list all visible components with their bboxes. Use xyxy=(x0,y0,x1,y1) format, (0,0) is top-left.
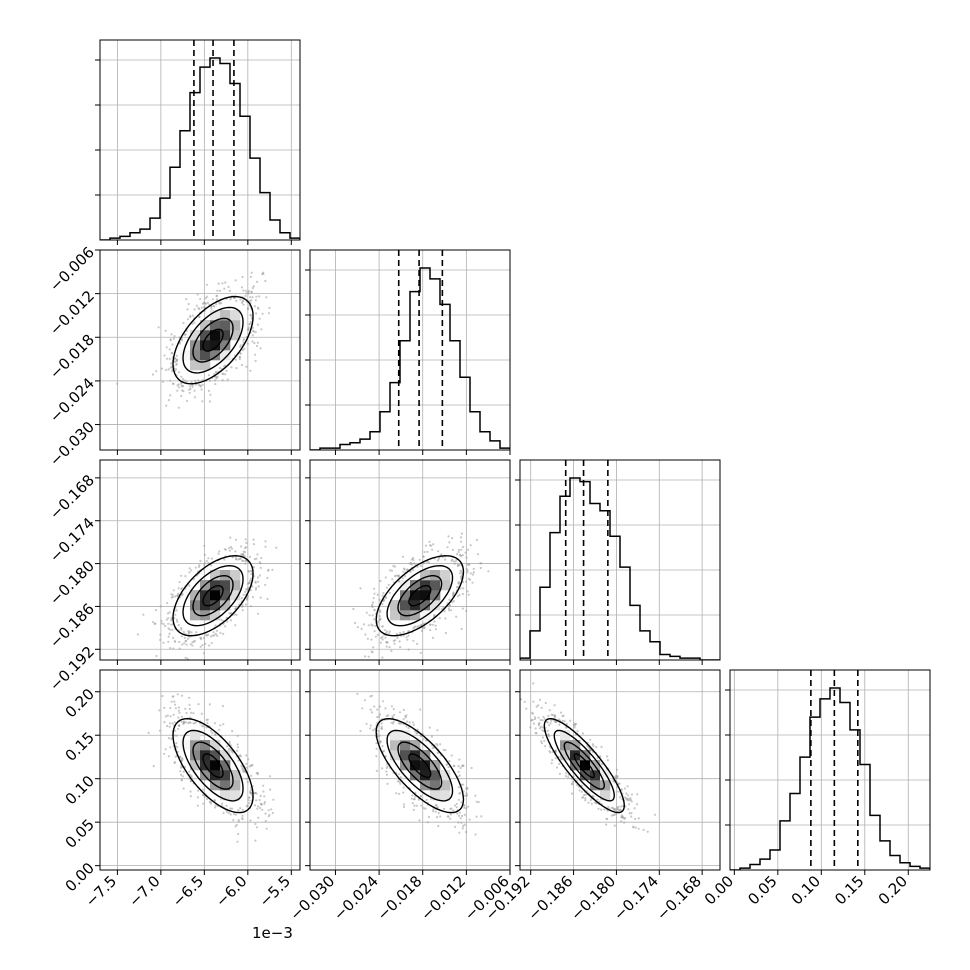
contour-2 xyxy=(182,564,244,627)
contour-1 xyxy=(397,741,443,790)
y-tick-label: −0.012 xyxy=(46,287,98,339)
sample-points xyxy=(116,271,271,409)
scatter-panel-3-2: −0.192−0.186−0.180−0.174−0.168 xyxy=(482,669,721,924)
x-tick-label: −0.168 xyxy=(653,872,705,924)
x-tick-label: −0.024 xyxy=(330,872,382,924)
panel-frame xyxy=(99,39,301,241)
panel-frame xyxy=(309,669,511,871)
hist-panel-1 xyxy=(305,249,511,455)
y-tick-label: −0.024 xyxy=(46,374,98,426)
histogram-curve xyxy=(520,477,720,660)
x-tick-label: −5.5 xyxy=(256,872,294,910)
density-shading xyxy=(180,310,241,371)
grid xyxy=(730,670,930,870)
scatter-panel-1-0: −0.030−0.024−0.018−0.012−0.006 xyxy=(46,243,301,470)
y-tick-label: −0.168 xyxy=(46,471,98,523)
panel-frame xyxy=(519,669,721,871)
hist-panel-2 xyxy=(515,459,721,665)
x-tick-label: −0.018 xyxy=(374,872,426,924)
x-tick-label: −0.180 xyxy=(567,872,619,924)
hist-panel-0 xyxy=(95,39,301,245)
hist-panel-3: 0.00 0.05 0.10 0.15 0.20 xyxy=(701,669,931,908)
x-offset-text: 1e−3 xyxy=(252,924,293,942)
panel-frame xyxy=(99,459,301,661)
contour-1 xyxy=(397,575,443,617)
y-tick-label: −0.006 xyxy=(46,243,98,295)
y-tick-label: −0.180 xyxy=(46,557,98,609)
scatter-panel-3-0: −7.5 −7.0 −6.5 −6.0 −5.50.000.050.100.150.20 xyxy=(62,669,301,911)
panel-frame xyxy=(99,669,301,871)
y-tick-label: −0.018 xyxy=(46,331,98,383)
panel-frame xyxy=(99,249,301,451)
grid xyxy=(100,40,300,240)
grid xyxy=(520,460,720,660)
y-tick-label: 0.05 xyxy=(62,815,98,851)
y-tick-label: −0.030 xyxy=(46,418,98,470)
histogram-curve xyxy=(310,267,510,450)
contour-1 xyxy=(192,317,234,363)
y-tick-label: 0.15 xyxy=(62,728,98,764)
contour-0 xyxy=(202,753,224,779)
contour-3 xyxy=(375,717,465,814)
grid xyxy=(520,670,720,870)
contour-0 xyxy=(202,328,224,352)
contour-2 xyxy=(386,729,454,802)
histogram-curve xyxy=(730,687,930,870)
grid xyxy=(310,460,511,660)
contour-0 xyxy=(573,753,596,779)
panel-frame xyxy=(729,669,931,871)
contour-0 xyxy=(408,585,432,607)
y-tick-label: −0.174 xyxy=(46,514,98,566)
contour-1 xyxy=(192,741,234,790)
y-tick-label: −0.186 xyxy=(46,600,98,652)
x-tick-label: −6.5 xyxy=(169,872,207,910)
contour-3 xyxy=(172,554,254,637)
contour-1 xyxy=(192,574,234,617)
x-tick-label: 0.15 xyxy=(831,872,867,908)
sample-points xyxy=(136,536,278,660)
contour-3 xyxy=(543,717,626,814)
y-tick-label: −0.192 xyxy=(46,643,98,695)
scatter-panel-2-1 xyxy=(305,459,511,665)
panel-frame xyxy=(519,459,721,661)
x-tick-label: 0.00 xyxy=(701,872,737,908)
panel-frame xyxy=(309,459,511,661)
x-tick-label: −0.186 xyxy=(524,872,576,924)
x-tick-label: −0.012 xyxy=(417,872,469,924)
x-tick-label: −6.0 xyxy=(212,872,250,910)
scatter-panel-2-0: −0.192−0.186−0.180−0.174−0.168 xyxy=(46,459,301,695)
contour-3 xyxy=(375,555,465,637)
x-tick-label: −0.030 xyxy=(286,872,338,924)
contour-3 xyxy=(172,295,254,385)
x-tick-label: 0.20 xyxy=(875,872,911,908)
contour-3 xyxy=(172,717,254,814)
x-tick-label: 0.05 xyxy=(744,872,780,908)
contour-2 xyxy=(553,729,616,802)
y-tick-label: 0.20 xyxy=(62,685,98,721)
contour-0 xyxy=(408,753,432,779)
x-tick-label: −7.0 xyxy=(125,872,163,910)
grid xyxy=(100,460,300,660)
panel-frame xyxy=(309,249,511,451)
contour-1 xyxy=(563,741,606,790)
y-tick-label: 0.10 xyxy=(62,772,98,808)
x-tick-label: −0.174 xyxy=(610,872,662,924)
contour-0 xyxy=(202,584,224,607)
contour-2 xyxy=(182,729,244,802)
histogram-curve xyxy=(100,57,300,240)
contour-2 xyxy=(386,564,454,627)
contour-2 xyxy=(182,306,244,374)
x-tick-label: 0.10 xyxy=(788,872,824,908)
sample-points xyxy=(147,693,275,843)
scatter-panel-3-1: −0.030−0.024−0.018−0.012−0.006 xyxy=(286,669,513,924)
